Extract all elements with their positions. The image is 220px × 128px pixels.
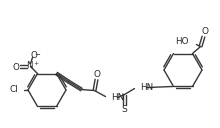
Text: HO: HO xyxy=(175,37,189,46)
Text: −: − xyxy=(35,52,40,58)
Text: +: + xyxy=(33,61,39,66)
Text: HN: HN xyxy=(112,93,125,102)
Text: O: O xyxy=(201,27,208,36)
Text: Cl: Cl xyxy=(9,86,18,94)
Text: O: O xyxy=(30,51,37,60)
Text: O: O xyxy=(12,63,19,72)
Text: S: S xyxy=(122,105,127,114)
Text: HN: HN xyxy=(141,83,154,92)
Text: O: O xyxy=(93,70,100,79)
Text: N: N xyxy=(26,61,33,70)
